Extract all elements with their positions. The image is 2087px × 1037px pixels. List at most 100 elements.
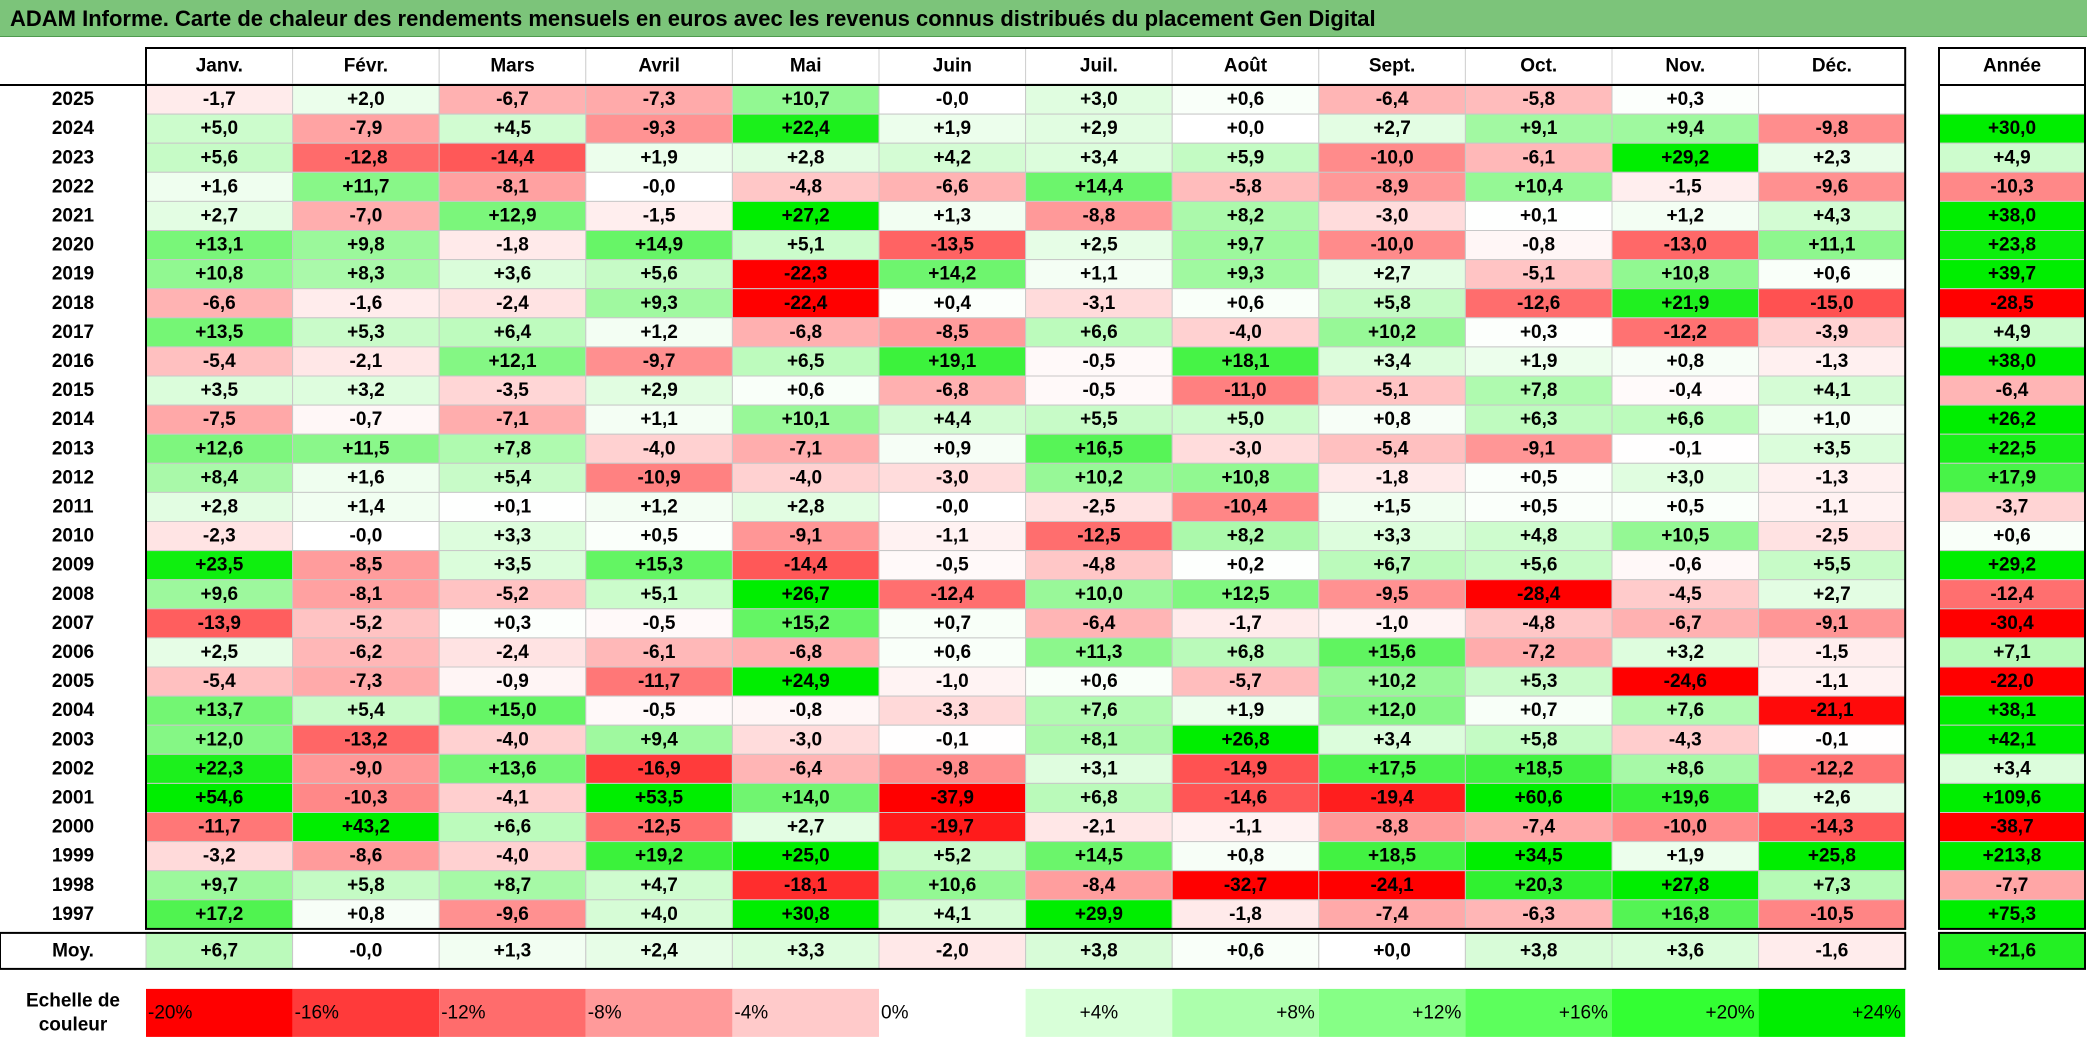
scale-swatch: [1172, 988, 1319, 1037]
cell-value: +22,3: [195, 758, 243, 779]
scale-label-value: -20%: [148, 1002, 192, 1023]
cell-value: +0,4: [934, 293, 972, 314]
cell-value: -3,2: [203, 846, 236, 867]
cell-value: +3,2: [347, 380, 385, 401]
cell-value: -9,6: [496, 904, 529, 925]
cell-value: -0,7: [350, 409, 383, 430]
cell-value: -14,4: [784, 555, 828, 576]
cell-value: -7,1: [496, 409, 529, 430]
heatmap-cell: [731, 550, 880, 581]
cell-value: -4,0: [1229, 322, 1262, 343]
column-header-label: Oct.: [1520, 56, 1557, 77]
heatmap-cell: [585, 782, 733, 814]
cell-value: +24,9: [782, 671, 830, 692]
cell-value: -9,7: [643, 351, 676, 372]
heatmap-cell: [1464, 812, 1613, 843]
annual-value: +26,2: [1988, 409, 2036, 430]
scale-swatch: [292, 988, 440, 1037]
heatmap-cell: [1611, 695, 1760, 726]
average-cell: [585, 932, 733, 970]
annual-cell: [1938, 462, 2086, 493]
cell-value: -0,8: [1522, 235, 1555, 256]
scale-swatch: [732, 988, 879, 1037]
cell-value: -0,5: [936, 555, 969, 576]
cell-value: -5,8: [1522, 89, 1555, 110]
cell-value: -24,6: [1664, 671, 1707, 692]
chart-title: ADAM Informe. Carte de chaleur des rende…: [10, 6, 1376, 31]
heatmap-cell: [731, 812, 880, 843]
cell-value: -6,4: [1083, 613, 1116, 634]
heatmap-cell: [731, 724, 880, 755]
heatmap-cell: [731, 870, 880, 901]
heatmap-cell: [1758, 230, 1906, 261]
column-header-cell: [878, 47, 1027, 85]
cell-value: -3,5: [496, 380, 529, 401]
annual-value: +38,1: [1988, 700, 2037, 721]
cell-value: -1,1: [1816, 671, 1849, 692]
cell-value: +9,8: [347, 235, 385, 256]
heatmap-cell: [438, 230, 587, 261]
heatmap-cell: [292, 521, 440, 552]
cell-value: -0,5: [1083, 380, 1116, 401]
cell-value: +0,6: [1227, 293, 1265, 314]
cell-value: +15,2: [782, 613, 830, 634]
cell-value: +5,4: [347, 700, 385, 721]
heatmap-cell: [878, 841, 1027, 872]
heatmap-cell: [438, 579, 587, 610]
cell-value: -1,3: [1816, 351, 1849, 372]
cell-value: +4,5: [494, 118, 532, 139]
heatmap-cell: [878, 521, 1027, 552]
cell-value: +1,0: [1813, 409, 1851, 430]
cell-value: -0,0: [643, 176, 676, 197]
cell-value: +12,9: [488, 205, 536, 226]
cell-value: -13,0: [1664, 235, 1707, 256]
cell-value: -15,0: [1810, 293, 1853, 314]
cell-value: +15,0: [488, 700, 536, 721]
cell-value: +5,6: [201, 147, 239, 168]
heatmap-cell: [292, 841, 440, 872]
cell-value: +9,1: [1520, 118, 1558, 139]
cell-value: -6,1: [643, 642, 676, 663]
cell-value: +5,6: [1520, 555, 1558, 576]
heatmap-cell: [878, 84, 1027, 115]
heatmap-cell: [585, 200, 733, 231]
heatmap-cell: [878, 433, 1027, 464]
heatmap-cell: [292, 375, 440, 406]
cell-value: -24,1: [1370, 875, 1414, 896]
row-year-label: 2014: [52, 409, 95, 430]
annual-cell: [1938, 782, 2086, 814]
cell-value: +25,0: [782, 846, 830, 867]
row-year-label: 2020: [52, 235, 94, 256]
cell-value: -0,0: [350, 526, 383, 547]
heatmap-cell: [585, 317, 733, 348]
annual-cell: [1938, 433, 2086, 464]
heatmap-cell: [1611, 724, 1760, 755]
cell-value: -4,8: [1522, 613, 1555, 634]
annual-cell: [1938, 521, 2086, 552]
cell-value: +4,2: [934, 147, 972, 168]
cell-value: +10,8: [1221, 467, 1269, 488]
cell-value: +1,2: [1667, 205, 1705, 226]
column-header-cell: [731, 47, 880, 85]
heatmap-cell: [1025, 433, 1173, 464]
cell-value: -3,3: [936, 700, 969, 721]
heatmap-cell: [1318, 550, 1466, 581]
heatmap-cell: [1611, 608, 1760, 639]
cell-value: -9,1: [1522, 438, 1555, 459]
heatmap-cell: [145, 637, 294, 668]
cell-value: +3,5: [494, 555, 532, 576]
cell-value: +3,6: [494, 264, 532, 285]
cell-value: -9,1: [789, 526, 822, 547]
cell-value: -1,8: [496, 235, 529, 256]
average-value: -1,6: [1816, 940, 1849, 961]
average-value: +0,6: [1227, 940, 1265, 961]
heatmap-cell: [878, 462, 1027, 493]
heatmap-cell: [1758, 521, 1906, 552]
cell-value: -12,6: [1517, 293, 1560, 314]
cell-value: +12,1: [488, 351, 537, 372]
cell-value: +9,7: [201, 875, 239, 896]
heatmap-cell: [878, 142, 1027, 173]
annual-cell: [1938, 346, 2086, 377]
heatmap-cell: [145, 841, 294, 872]
cell-value: +0,6: [787, 380, 825, 401]
